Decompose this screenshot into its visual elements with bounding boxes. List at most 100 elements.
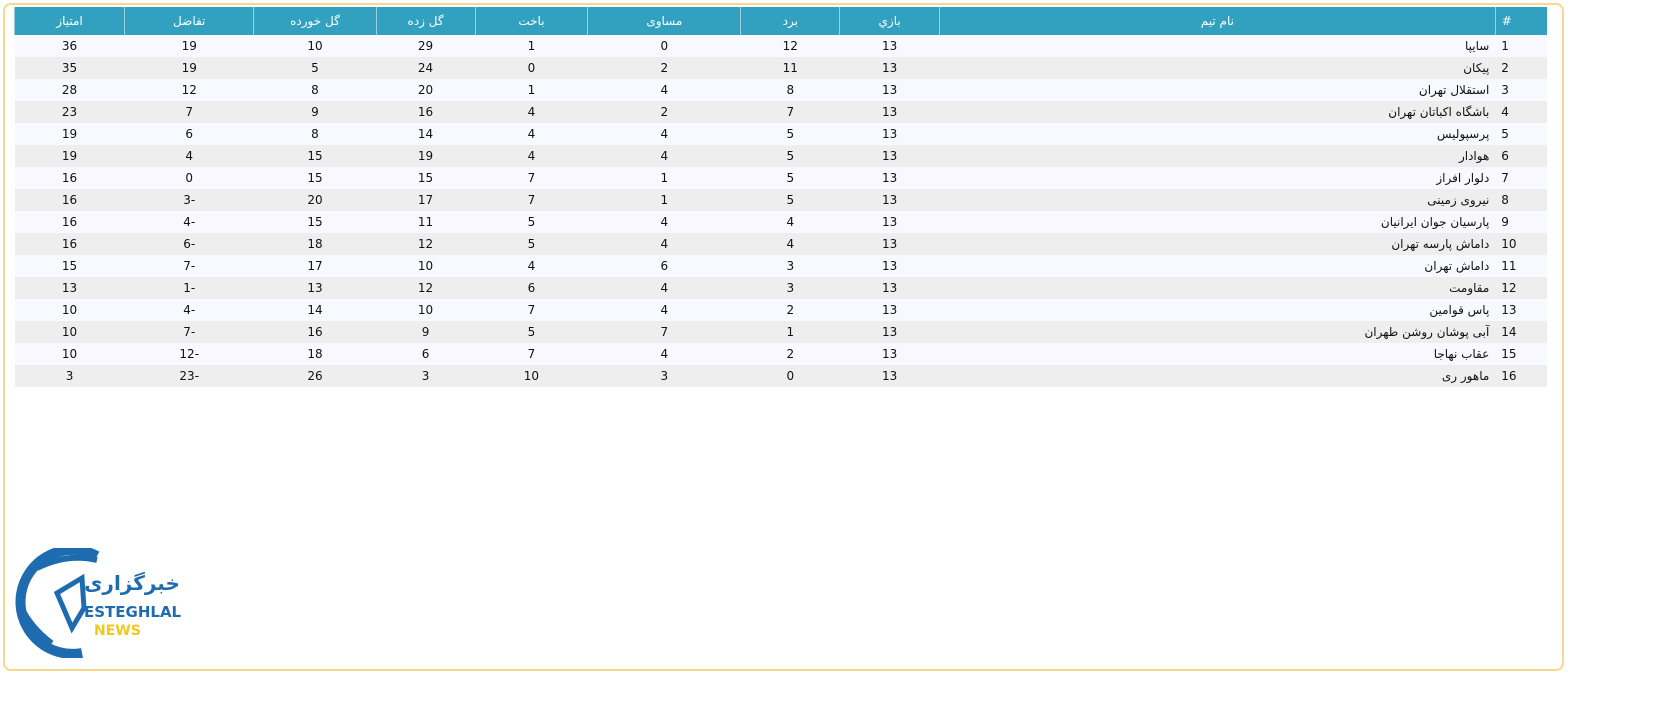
cell-played: 13 — [839, 123, 940, 145]
standings-table: # نام تیم بازي برد مساوی باخت گل زده گل خورده تف… — [13, 7, 1547, 387]
header-lost: باخت — [474, 7, 588, 35]
cell-lost: 4 — [475, 123, 588, 145]
cell-lost: 5 — [475, 211, 588, 233]
cell-rank: 11 — [1495, 255, 1547, 277]
table-row: 11 داماش تهران 13 3 6 4 10 17 -7 15 — [14, 255, 1547, 277]
header-goal-difference: تفاضل — [124, 7, 254, 35]
cell-points: 16 — [14, 167, 125, 189]
cell-rank: 16 — [1495, 365, 1547, 387]
cell-goals-against: 20 — [253, 189, 376, 211]
cell-won: 2 — [740, 343, 840, 365]
cell-goal-difference: 6 — [124, 123, 254, 145]
cell-team-name: پاس قوامین — [939, 299, 1496, 321]
cell-lost: 0 — [475, 57, 588, 79]
header-drawn: مساوی — [587, 7, 741, 35]
cell-played: 13 — [839, 189, 940, 211]
cell-goals-for: 10 — [376, 255, 476, 277]
cell-goals-for: 11 — [376, 211, 476, 233]
cell-goals-against: 10 — [253, 35, 376, 57]
cell-points: 19 — [14, 123, 125, 145]
cell-points: 10 — [14, 343, 125, 365]
logo-persian: خبرگزاری — [84, 571, 180, 595]
cell-won: 5 — [740, 123, 840, 145]
cell-won: 8 — [740, 79, 840, 101]
cell-rank: 13 — [1495, 299, 1547, 321]
cell-goals-for: 3 — [376, 365, 476, 387]
cell-lost: 4 — [475, 255, 588, 277]
cell-won: 5 — [740, 189, 840, 211]
cell-played: 13 — [839, 255, 940, 277]
cell-points: 15 — [14, 255, 125, 277]
cell-points: 13 — [14, 277, 125, 299]
cell-points: 23 — [14, 101, 125, 123]
cell-points: 10 — [14, 321, 125, 343]
cell-rank: 12 — [1495, 277, 1547, 299]
cell-lost: 4 — [475, 101, 588, 123]
cell-points: 16 — [14, 211, 125, 233]
cell-played: 13 — [839, 277, 940, 299]
cell-rank: 7 — [1495, 167, 1547, 189]
cell-goals-for: 24 — [376, 57, 476, 79]
cell-goal-difference: -12 — [124, 343, 254, 365]
cell-played: 13 — [839, 233, 940, 255]
cell-drawn: 4 — [587, 211, 741, 233]
table-row: 12 مقاومت 13 3 4 6 12 13 -1 13 — [14, 277, 1547, 299]
cell-goals-for: 12 — [376, 277, 476, 299]
cell-won: 4 — [740, 211, 840, 233]
cell-played: 13 — [839, 57, 940, 79]
cell-goals-against: 13 — [253, 277, 376, 299]
cell-drawn: 4 — [587, 79, 741, 101]
cell-goals-against: 17 — [253, 255, 376, 277]
table-row: 8 نیروی زمینی 13 5 1 7 17 20 -3 16 — [14, 189, 1547, 211]
cell-goals-for: 15 — [376, 167, 476, 189]
cell-won: 11 — [740, 57, 840, 79]
header-goals-for: گل زده — [375, 7, 476, 35]
cell-rank: 15 — [1495, 343, 1547, 365]
cell-won: 5 — [740, 145, 840, 167]
cell-drawn: 4 — [587, 233, 741, 255]
cell-drawn: 1 — [587, 189, 741, 211]
cell-goals-for: 9 — [376, 321, 476, 343]
table-row: 3 استقلال تهران 13 8 4 1 20 8 12 28 — [14, 79, 1547, 101]
cell-rank: 3 — [1495, 79, 1547, 101]
table-row: 14 آبی پوشان روشن طهران 13 1 7 5 9 16 -7 10 — [14, 321, 1547, 343]
cell-won: 4 — [740, 233, 840, 255]
cell-lost: 5 — [475, 321, 588, 343]
table-row: 4 باشگاه اکباتان تهران 13 7 2 4 16 9 7 23 — [14, 101, 1547, 123]
cell-points: 10 — [14, 299, 125, 321]
table-row: 5 پرسپولیس 13 5 4 4 14 8 6 19 — [14, 123, 1547, 145]
logo-line2: NEWS — [94, 623, 141, 639]
cell-won: 2 — [740, 299, 840, 321]
table-row: 2 پیکان 13 11 2 0 24 5 19 35 — [14, 57, 1547, 79]
cell-won: 3 — [740, 255, 840, 277]
cell-drawn: 2 — [587, 101, 741, 123]
cell-goals-against: 14 — [253, 299, 376, 321]
cell-goal-difference: -1 — [124, 277, 254, 299]
cell-rank: 10 — [1495, 233, 1547, 255]
cell-team-name: هوادار — [939, 145, 1496, 167]
cell-team-name: ماهور ری — [939, 365, 1496, 387]
cell-goals-against: 9 — [253, 101, 376, 123]
cell-goals-for: 10 — [376, 299, 476, 321]
cell-goal-difference: -23 — [124, 365, 254, 387]
cell-won: 12 — [740, 35, 840, 57]
cell-played: 13 — [839, 79, 940, 101]
table-row: 1 سایپا 13 12 0 1 29 10 19 36 — [14, 35, 1547, 57]
cell-goal-difference: -3 — [124, 189, 254, 211]
cell-team-name: باشگاه اکباتان تهران — [939, 101, 1496, 123]
cell-team-name: داماش پارسه تهران — [939, 233, 1496, 255]
cell-played: 13 — [839, 365, 940, 387]
table-row: 9 پارسیان جوان ایرانیان 13 4 4 5 11 15 -4 16 — [14, 211, 1547, 233]
cell-team-name: پیکان — [939, 57, 1496, 79]
table-row: 16 ماهور ری 13 0 3 10 3 26 -23 3 — [14, 365, 1547, 387]
cell-lost: 7 — [475, 343, 588, 365]
header-row: # نام تیم بازي برد مساوی باخت گل زده گل خورده تف… — [13, 7, 1547, 35]
cell-goal-difference: -7 — [124, 321, 254, 343]
cell-drawn: 2 — [587, 57, 741, 79]
cell-goal-difference: -6 — [124, 233, 254, 255]
cell-goals-against: 8 — [253, 79, 376, 101]
cell-points: 19 — [14, 145, 125, 167]
cell-rank: 9 — [1495, 211, 1547, 233]
cell-goals-against: 18 — [253, 233, 376, 255]
cell-goals-against: 18 — [253, 343, 376, 365]
